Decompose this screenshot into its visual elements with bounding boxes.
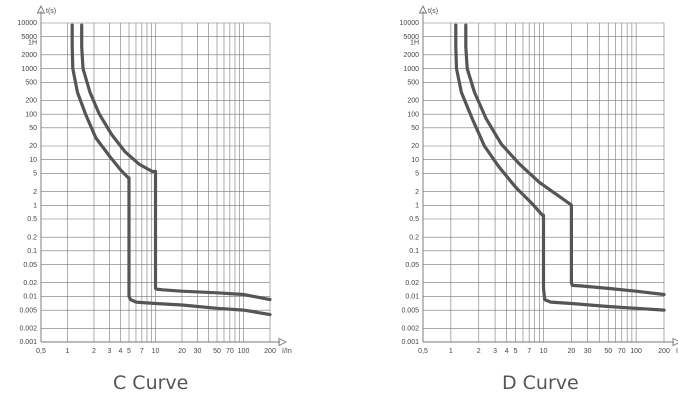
y-tick-label: 0.01 [23, 294, 37, 301]
y-tick-label: 5000 [21, 34, 37, 41]
x-tick-label: 30 [584, 348, 592, 355]
y-tick-label: 10 [411, 157, 419, 164]
y-tick-label: 20 [411, 143, 419, 150]
x-tick-label: 1 [66, 348, 70, 355]
y-axis-arrow [418, 4, 428, 14]
y-tick-label: 50 [29, 125, 37, 132]
x-tick-label: 10 [540, 348, 548, 355]
y-tick-label: 1H [28, 40, 37, 47]
y-tick-label: 0.1 [409, 248, 419, 255]
y-tick-label: 10000 [18, 20, 38, 27]
y-tick-label: 1000 [21, 66, 37, 73]
y-tick-label: 200 [407, 98, 419, 105]
x-tick-label: 0,5 [36, 348, 46, 355]
lower-tripping-curve [454, 23, 666, 312]
x-tick-label: 100 [630, 348, 642, 355]
y-tick-label: 0.5 [27, 216, 37, 223]
y-tick-label: 0.2 [409, 234, 419, 241]
x-tick-label: 4 [505, 348, 509, 355]
x-tick-label: 10 [152, 348, 160, 355]
d-curve-caption: D Curve [502, 372, 579, 394]
x-tick-label: 70 [226, 348, 234, 355]
upper-tripping-curve [80, 23, 272, 302]
x-tick-label: 50 [213, 348, 221, 355]
y-tick-label: 50 [411, 125, 419, 132]
x-tick-label: 2 [477, 348, 481, 355]
x-axis-arrow [672, 337, 678, 347]
x-tick-label: 1 [449, 348, 453, 355]
y-tick-label: 2000 [403, 52, 419, 59]
x-tick-label: 30 [194, 348, 202, 355]
y-tick-label: 0.05 [405, 262, 419, 269]
x-tick-label: 20 [178, 348, 186, 355]
y-tick-label: 0.02 [23, 280, 37, 287]
y-tick-label: 0.001 [401, 339, 419, 346]
y-axis-label: t(s) [428, 8, 438, 15]
x-tick-label: 70 [618, 348, 626, 355]
upper-tripping-curve [464, 23, 666, 297]
x-tick-label: 200 [264, 348, 276, 355]
y-axis-label: t(s) [46, 8, 56, 15]
y-tick-label: 200 [25, 98, 37, 105]
y-tick-label: 1 [33, 202, 37, 209]
y-tick-label: 0.2 [27, 234, 37, 241]
y-tick-label: 10000 [400, 20, 420, 27]
y-tick-label: 100 [407, 111, 419, 118]
x-axis-arrow [278, 337, 288, 347]
c-curve-caption: C Curve [113, 372, 189, 394]
x-tick-label: 7 [527, 348, 531, 355]
x-tick-label: 200 [658, 348, 670, 355]
y-tick-label: 0.001 [19, 339, 37, 346]
y-tick-label: 0.002 [401, 325, 419, 332]
x-axis-label: I/In [676, 348, 678, 355]
x-tick-label: 3 [108, 348, 112, 355]
y-tick-label: 2000 [21, 52, 37, 59]
y-tick-label: 0.005 [401, 307, 419, 314]
x-tick-label: 7 [140, 348, 144, 355]
y-tick-label: 5000 [403, 34, 419, 41]
x-tick-label: 20 [567, 348, 575, 355]
x-tick-label: 100 [238, 348, 250, 355]
y-tick-label: 5 [33, 171, 37, 178]
y-tick-label: 0.1 [27, 248, 37, 255]
y-tick-label: 0.01 [405, 294, 419, 301]
y-tick-label: 0.005 [19, 307, 37, 314]
x-tick-label: 4 [119, 348, 123, 355]
y-tick-label: 1 [415, 202, 419, 209]
y-tick-label: 500 [407, 79, 419, 86]
x-tick-label: 3 [493, 348, 497, 355]
lower-tripping-curve [70, 23, 272, 317]
x-tick-label: 5 [127, 348, 131, 355]
y-tick-label: 0.5 [409, 216, 419, 223]
y-axis-arrow [36, 4, 46, 14]
y-tick-label: 100 [25, 111, 37, 118]
x-tick-label: 2 [92, 348, 96, 355]
y-tick-label: 2 [33, 189, 37, 196]
y-tick-label: 5 [415, 171, 419, 178]
y-tick-label: 20 [29, 143, 37, 150]
x-tick-label: 5 [514, 348, 518, 355]
y-tick-label: 1000 [403, 66, 419, 73]
y-tick-label: 10 [29, 157, 37, 164]
y-tick-label: 2 [415, 189, 419, 196]
x-axis-label: I/In [282, 348, 292, 355]
y-tick-label: 0.002 [19, 325, 37, 332]
x-tick-label: 0,5 [418, 348, 428, 355]
y-tick-label: 0.02 [405, 280, 419, 287]
y-tick-label: 1H [410, 40, 419, 47]
y-tick-label: 500 [25, 79, 37, 86]
x-tick-label: 50 [604, 348, 612, 355]
y-tick-label: 0.05 [23, 262, 37, 269]
